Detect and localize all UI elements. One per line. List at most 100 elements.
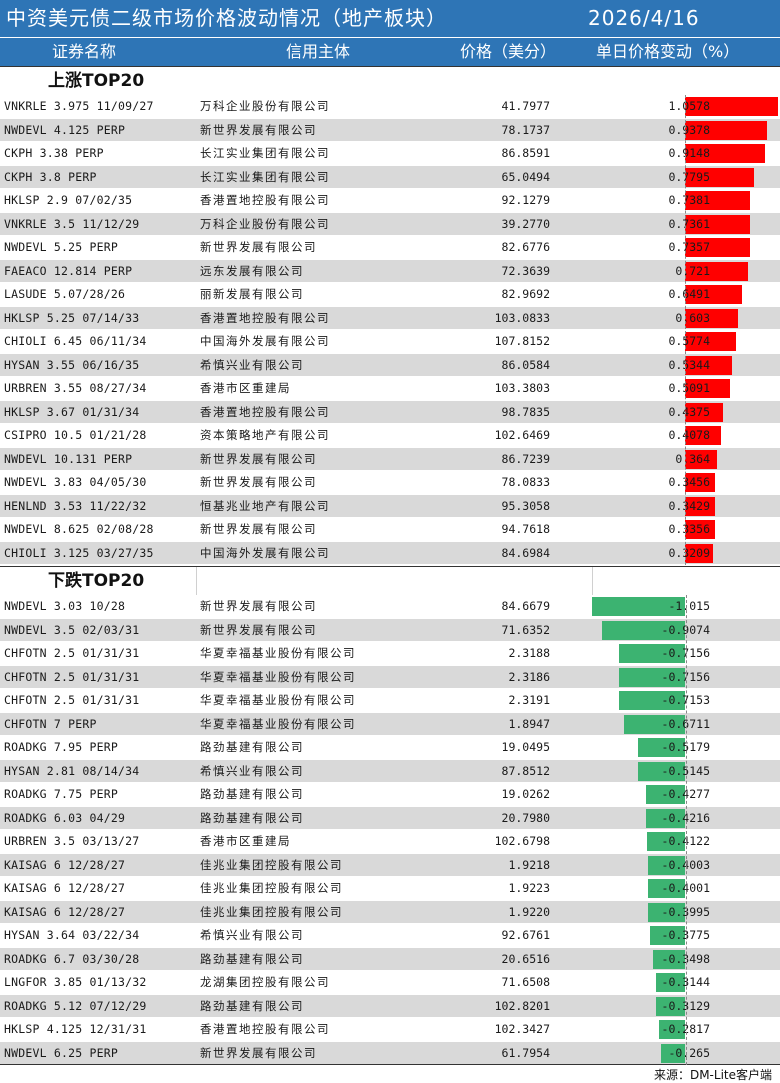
change-bar-positive	[685, 214, 750, 234]
price-value: 86.8591	[501, 146, 550, 160]
section-divider	[592, 567, 593, 595]
change-value: -0.7156	[661, 646, 710, 660]
price-value: 102.8201	[494, 998, 550, 1013]
change-bar-negative	[619, 667, 685, 687]
change-bar-cell	[593, 666, 780, 689]
issuer-name: 新世界发展有限公司	[200, 1045, 317, 1060]
change-bar-cell	[593, 471, 780, 494]
change-bar-cell	[593, 1042, 780, 1065]
change-value: 0.7361	[668, 216, 710, 231]
issuer-name: 长江实业集团有限公司	[200, 146, 330, 160]
issuer-name: 中国海外发展有限公司	[200, 334, 330, 348]
change-value: 0.5774	[668, 334, 710, 348]
issuer-name: 路劲基建有限公司	[200, 998, 304, 1013]
issuer-name: 新世界发展有限公司	[200, 240, 317, 254]
section-label-down: 下跌TOP20	[48, 571, 145, 591]
change-value: -0.4003	[661, 857, 710, 872]
price-value: 71.6352	[501, 622, 550, 637]
change-bar-negative	[637, 738, 685, 757]
change-value: -0.3144	[661, 975, 710, 989]
price-value: 94.7618	[501, 522, 550, 536]
bond-code: CSIPRO 10.5 01/21/28	[4, 428, 147, 442]
price-value: 103.3803	[494, 381, 550, 395]
change-bar-positive	[685, 191, 750, 210]
change-bar-negative	[601, 620, 685, 640]
table-row: ROADKG 5.12 07/12/29 路劲基建有限公司 102.8201 -0.3…	[0, 994, 780, 1018]
issuer-name: 新世界发展有限公司	[200, 122, 317, 137]
price-value: 92.6761	[501, 928, 550, 942]
bond-code: ROADKG 6.03 04/29	[4, 810, 126, 825]
table-row: CHIOLI 3.125 03/27/35 中国海外发展有限公司 84.6984 0.…	[0, 541, 780, 565]
issuer-name: 希慎兴业有限公司	[200, 763, 304, 778]
bond-code: NWDEVL 6.25 PERP	[4, 1045, 118, 1060]
source-note: 来源：DM-Lite客户端	[653, 1068, 772, 1082]
bond-code: CHIOLI 3.125 03/27/35	[4, 545, 154, 560]
bond-code: HKLSP 3.67 01/31/34	[4, 404, 140, 419]
issuer-name: 华夏幸福基业股份有限公司	[200, 693, 356, 707]
price-value: 72.3639	[501, 263, 550, 278]
issuer-name: 万科企业股份有限公司	[200, 99, 330, 113]
change-bar-cell	[593, 971, 780, 994]
change-bar-cell	[593, 619, 780, 642]
bond-code: NWDEVL 10.131 PERP	[4, 451, 133, 466]
change-bar-positive	[685, 543, 714, 563]
bond-code: NWDEVL 3.83 04/05/30	[4, 475, 147, 489]
issuer-name: 华夏幸福基业股份有限公司	[200, 669, 356, 684]
issuer-name: 香港置地控股有限公司	[200, 404, 330, 419]
change-value: 0.5091	[668, 381, 710, 395]
change-bar-positive	[685, 496, 716, 516]
table-row: URBREN 3.55 08/27/34 香港市区重建局 103.3803 0.509…	[0, 377, 780, 401]
price-value: 61.7954	[501, 1045, 550, 1060]
issuer-name: 华夏幸福基业股份有限公司	[200, 716, 356, 731]
change-bar-negative	[660, 1043, 685, 1063]
issuer-name: 路劲基建有限公司	[200, 951, 304, 966]
change-value: 0.6491	[668, 287, 710, 301]
price-value: 71.6508	[501, 975, 550, 989]
issuer-name: 资本策略地产有限公司	[200, 428, 330, 442]
price-value: 98.7835	[501, 404, 550, 419]
issuer-name: 佳兆业集团控股有限公司	[200, 857, 343, 872]
change-bar-cell	[593, 783, 780, 806]
change-bar-negative	[656, 996, 685, 1016]
issuer-name: 中国海外发展有限公司	[200, 545, 330, 560]
table-row: FAEACO 12.814 PERP 远东发展有限公司 72.3639 0.721	[0, 259, 780, 283]
table-row: NWDEVL 3.5 02/03/31 新世界发展有限公司 71.6352 -0.90…	[0, 618, 780, 642]
table-row: NWDEVL 8.625 02/08/28 新世界发展有限公司 94.7618 0.3…	[0, 518, 780, 542]
change-value: 0.7381	[668, 193, 710, 207]
change-bar-positive	[685, 261, 749, 281]
section-label-up: 上涨TOP20	[48, 71, 145, 91]
issuer-name: 香港市区重建局	[200, 381, 291, 395]
price-value: 84.6679	[501, 599, 550, 613]
price-value: 102.6469	[494, 428, 550, 442]
change-bar-cell	[593, 713, 780, 736]
table-row: CHFOTN 2.5 01/31/31 华夏幸福基业股份有限公司 2.3186 -0.…	[0, 665, 780, 689]
change-bar-positive	[685, 308, 738, 328]
table-row: ROADKG 7.95 PERP 路劲基建有限公司 19.0495 -0.5179	[0, 736, 780, 760]
table-row: HYSAN 3.64 03/22/34 希慎兴业有限公司 92.6761 -0.377…	[0, 924, 780, 948]
change-bar-positive	[685, 238, 750, 257]
bond-code: KAISAG 6 12/28/27	[4, 857, 126, 872]
bond-code: HYSAN 3.55 06/16/35	[4, 357, 140, 372]
price-value: 87.8512	[501, 763, 550, 778]
price-value: 1.9223	[508, 881, 550, 895]
issuer-name: 长江实业集团有限公司	[200, 169, 330, 184]
issuer-name: 远东发展有限公司	[200, 263, 304, 278]
change-bar-negative	[637, 761, 685, 781]
change-value: -0.3995	[661, 904, 710, 919]
change-bar-cell	[593, 924, 780, 947]
table-row: NWDEVL 5.25 PERP 新世界发展有限公司 82.6776 0.7357	[0, 236, 780, 260]
table-row: VNKRLE 3.975 11/09/27 万科企业股份有限公司 41.7977 1.…	[0, 95, 780, 119]
change-bar-positive	[685, 120, 768, 140]
issuer-name: 新世界发展有限公司	[200, 451, 317, 466]
bond-code: CHFOTN 7 PERP	[4, 716, 97, 731]
change-value: -0.7156	[661, 669, 710, 684]
price-value: 107.8152	[494, 334, 550, 348]
change-bar-cell	[592, 595, 780, 618]
change-bar-cell	[593, 424, 780, 447]
table-row: CKPH 3.8 PERP 长江实业集团有限公司 65.0494 0.7795	[0, 165, 780, 189]
bond-code: NWDEVL 5.25 PERP	[4, 240, 118, 254]
change-value: 0.3209	[668, 545, 710, 560]
change-bar-positive	[685, 379, 730, 398]
change-bar-negative	[652, 949, 685, 969]
change-value: -0.4216	[661, 810, 710, 825]
